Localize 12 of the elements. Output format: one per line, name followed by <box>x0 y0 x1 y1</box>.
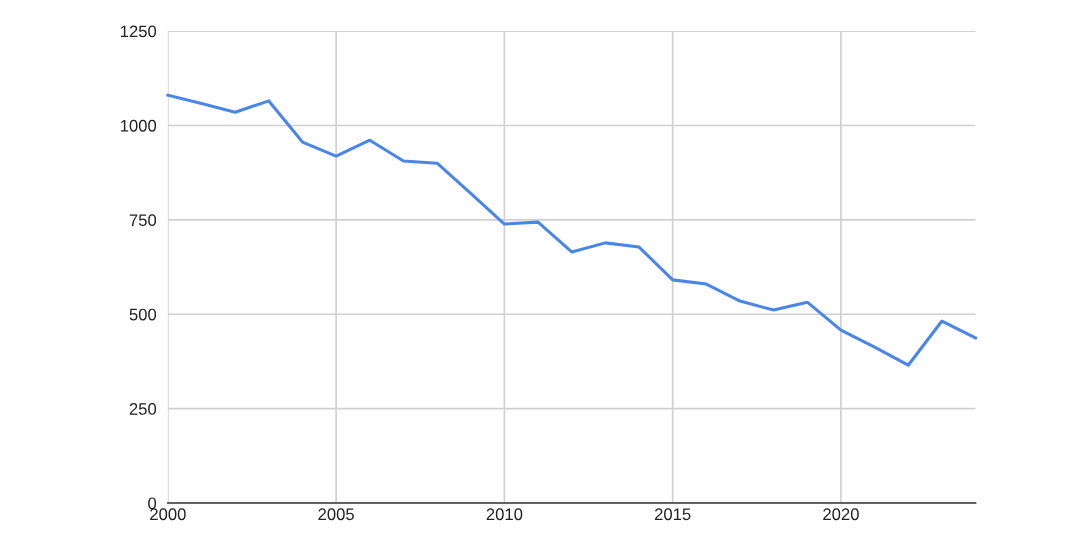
x-tick-label: 2020 <box>823 508 859 521</box>
y-tick-label: 1000 <box>120 119 157 132</box>
y-tick-label: 500 <box>129 308 157 321</box>
x-tick-label: 2015 <box>654 508 691 521</box>
line-series <box>166 93 978 367</box>
y-tick-label: 250 <box>129 403 157 415</box>
y-tick-label: 0 <box>148 497 157 510</box>
x-tick-label: 2010 <box>486 508 523 521</box>
x-tick-label: 2000 <box>150 508 186 521</box>
y-tick-label: 1250 <box>120 25 157 38</box>
y-tick-label: 750 <box>129 214 157 227</box>
x-tick-label: 2005 <box>318 508 354 521</box>
